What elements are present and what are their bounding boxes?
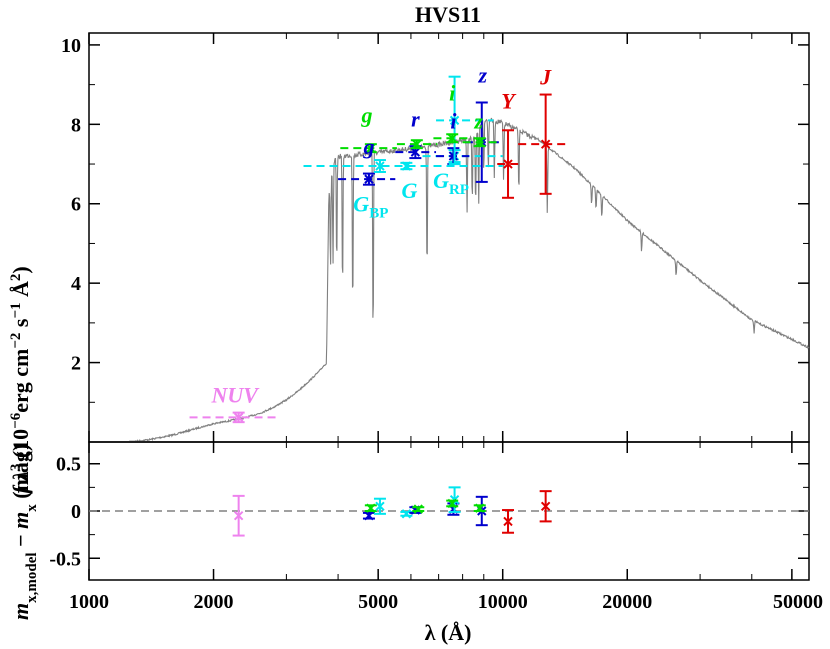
data-marker <box>375 501 385 511</box>
photometry-point-y <box>497 129 519 199</box>
y-tick-label: 10 <box>61 35 81 57</box>
data-marker <box>475 137 485 147</box>
residual-point-g <box>362 511 375 521</box>
photometry-point-i <box>433 133 470 144</box>
data-marker <box>401 161 412 171</box>
band-label-nuv: NUV <box>210 382 260 407</box>
data-marker <box>413 504 423 514</box>
photometry-point-r <box>396 139 438 150</box>
data-marker <box>503 516 513 527</box>
x-tick-label: 50000 <box>773 591 823 613</box>
x-tick-label: 20000 <box>602 591 652 613</box>
band-label-z: z <box>473 108 483 133</box>
data-marker <box>448 151 459 161</box>
residual-point-r <box>412 504 425 514</box>
band-label-z: z <box>477 63 487 88</box>
x-tick-label: 5000 <box>358 591 398 613</box>
residual-point-g_bp <box>373 497 386 515</box>
data-marker <box>401 509 412 519</box>
top-y-axis-label: f λ3 (10−6erg cm−2 s−1 Å2) <box>8 266 33 494</box>
band-label-g: g <box>362 134 374 159</box>
band-label-i: i <box>450 108 457 133</box>
band-label-y: Y <box>501 88 517 113</box>
band-label-i: i <box>449 81 456 106</box>
y-tick-label: 0.5 <box>56 454 81 476</box>
bottom-panel: 1000 2000 5000 10000 20000 50000 -0.5 0 0.5 <box>49 441 823 613</box>
y-tick-label: 8 <box>71 114 81 136</box>
x-tick-label: 10000 <box>478 591 528 613</box>
photometry-point-i <box>436 75 494 166</box>
model-spectrum-line <box>129 117 810 443</box>
x-tick-label: 1000 <box>69 591 109 613</box>
band-label-g-gaia: G <box>401 178 417 203</box>
photometry-point-g <box>338 172 396 186</box>
data-marker <box>366 503 376 513</box>
band-label-grp: GRP <box>433 168 469 198</box>
data-marker <box>449 115 460 126</box>
photometry-point-nuv <box>189 411 278 424</box>
data-marker <box>475 503 485 513</box>
data-marker <box>540 501 551 511</box>
x-tick-label: 2000 <box>194 591 234 613</box>
residual-point-nuv <box>232 494 245 537</box>
data-marker <box>366 143 376 153</box>
data-marker <box>233 511 244 521</box>
photometry-point-z <box>462 137 498 148</box>
band-label-j: J <box>539 65 552 90</box>
data-marker <box>410 147 421 157</box>
chart-title: HVS11 <box>415 2 481 27</box>
data-marker <box>233 412 244 423</box>
bottom-y-axis-label: mx,model − mx (mag) <box>8 444 40 620</box>
data-marker <box>375 161 385 171</box>
residual-point-i <box>446 498 459 509</box>
data-marker <box>364 174 374 184</box>
band-label-g: g <box>361 102 373 127</box>
y-tick-label: 6 <box>71 194 81 216</box>
x-axis-label: λ (Å) <box>425 620 472 645</box>
data-marker <box>503 159 513 169</box>
y-tick-label: -0.5 <box>49 548 81 570</box>
residual-point-y <box>502 509 515 534</box>
data-marker <box>447 133 457 143</box>
photometry-point-j <box>518 93 569 195</box>
data-marker <box>447 498 457 509</box>
y-tick-label: 4 <box>71 273 81 295</box>
residual-point-z <box>473 503 486 513</box>
band-label-r: r <box>411 106 420 131</box>
data-marker <box>540 139 551 149</box>
photometry-point-i <box>436 147 470 166</box>
residual-point-j <box>539 490 552 523</box>
band-label-gbp: GBP <box>353 192 388 222</box>
data-marker <box>412 139 422 149</box>
data-marker <box>364 511 374 521</box>
y-tick-label: 0 <box>71 501 81 523</box>
photometry-point-g <box>340 143 397 154</box>
residual-point-g <box>364 503 377 513</box>
photometry-point-g <box>303 161 503 171</box>
y-tick-label: 2 <box>71 353 81 375</box>
